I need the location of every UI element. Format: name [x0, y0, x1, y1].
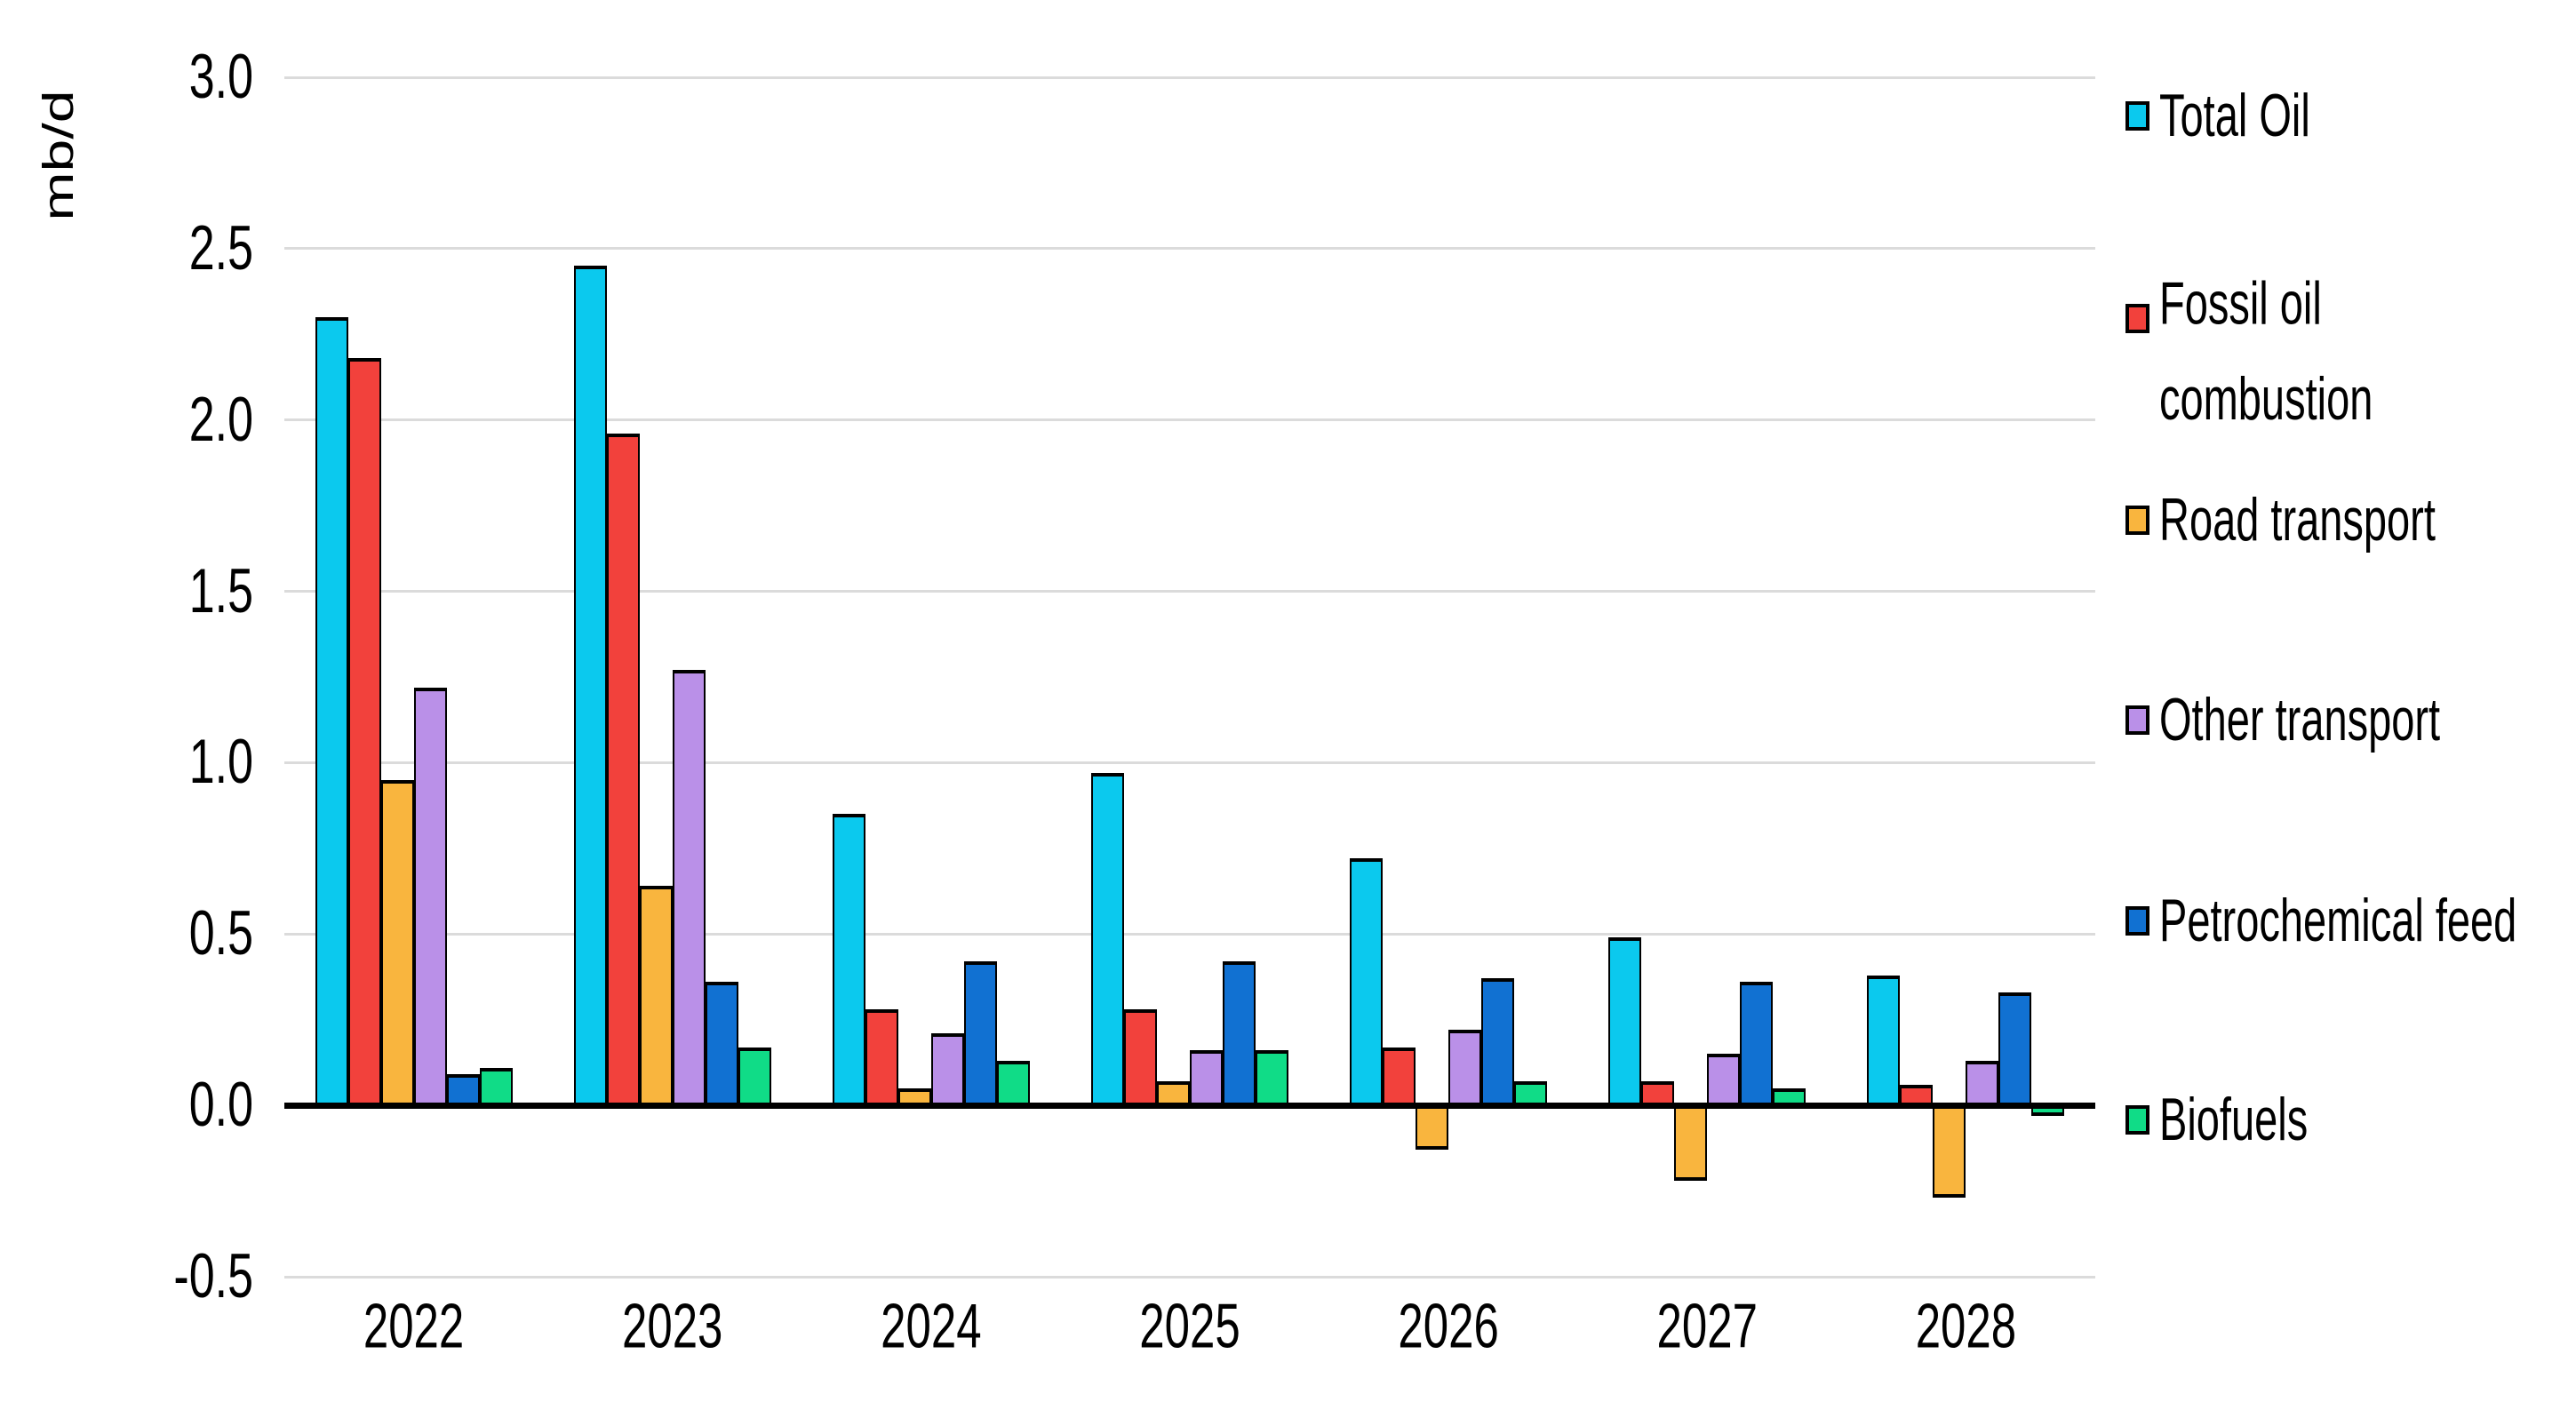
- y-tick-label-0.5: 0.5: [188, 899, 253, 969]
- bar-other-transport-2027: [1707, 1054, 1741, 1106]
- legend-swatch-petrochemical-feed: [2125, 906, 2149, 936]
- y-tick-label-0.0: 0.0: [188, 1070, 253, 1141]
- bar-other-transport-2028: [1966, 1061, 1999, 1106]
- bar-other-transport-2026: [1448, 1030, 1482, 1106]
- legend: Total Oil Fossil oil combustion Road transp…: [2125, 0, 2574, 1402]
- bar-other-transport-2023: [672, 670, 706, 1106]
- bar-petrochemical-feed-2027: [1740, 982, 1774, 1106]
- legend-swatch-fossil-oil-combustion: [2125, 304, 2149, 333]
- legend-swatch-biofuels: [2125, 1105, 2149, 1135]
- bar-biofuels-2025: [1256, 1050, 1288, 1106]
- bar-fossil-oil-combustion-2022: [347, 358, 381, 1106]
- bar-total-oil-2025: [1091, 773, 1124, 1106]
- bar-other-transport-2022: [413, 687, 447, 1106]
- bar-other-transport-2024: [930, 1033, 964, 1106]
- bar-fossil-oil-combustion-2025: [1124, 1009, 1157, 1106]
- legend-label-other-transport: Other transport: [2159, 684, 2441, 753]
- x-axis-label-2025: 2025: [1139, 1290, 1240, 1361]
- y-tick-label-1.0: 1.0: [188, 728, 253, 798]
- bar-other-transport-2025: [1190, 1050, 1223, 1106]
- bar-total-oil-2023: [573, 266, 607, 1106]
- legend-label-biofuels: Biofuels: [2159, 1084, 2309, 1153]
- legend-label-total-oil: Total Oil: [2159, 80, 2310, 149]
- legend-swatch-other-transport: [2125, 705, 2149, 735]
- bar-fossil-oil-combustion-2023: [606, 434, 640, 1106]
- bar-petrochemical-feed-2028: [1998, 992, 2032, 1106]
- legend-swatch-total-oil: [2125, 101, 2149, 131]
- x-axis-label-2024: 2024: [881, 1290, 982, 1361]
- gridline-2.0: [284, 418, 2095, 422]
- x-axis-label-2023: 2023: [621, 1290, 723, 1361]
- bar-petrochemical-feed-2023: [705, 982, 738, 1106]
- y-tick-label-3.0: 3.0: [188, 42, 253, 113]
- bar-fossil-oil-combustion-2027: [1641, 1081, 1675, 1106]
- y-tick-label-2.5: 2.5: [188, 213, 253, 283]
- bar-petrochemical-feed-2025: [1223, 961, 1256, 1106]
- bar-biofuels-2023: [738, 1047, 771, 1106]
- bar-total-oil-2028: [1867, 975, 1901, 1106]
- bar-road-transport-2027: [1674, 1105, 1708, 1181]
- gridline-1.5: [284, 590, 2095, 593]
- bar-total-oil-2022: [315, 317, 348, 1106]
- y-tick-label-2.0: 2.0: [188, 385, 253, 455]
- bar-petrochemical-feed-2024: [963, 961, 997, 1106]
- bar-petrochemical-feed-2022: [446, 1074, 480, 1106]
- x-axis-label-2022: 2022: [363, 1290, 465, 1361]
- bar-total-oil-2024: [832, 814, 865, 1106]
- bar-fossil-oil-combustion-2026: [1383, 1047, 1416, 1106]
- x-axis-label-2027: 2027: [1656, 1290, 1759, 1361]
- x-axis-label-2028: 2028: [1915, 1290, 2017, 1361]
- y-tick-label--0.5: -0.5: [173, 1241, 253, 1312]
- bar-road-transport-2028: [1933, 1105, 1966, 1199]
- bar-road-transport-2022: [380, 779, 414, 1106]
- legend-label-petrochemical-feed: Petrochemical feed: [2159, 885, 2517, 954]
- legend-swatch-road-transport: [2125, 506, 2149, 535]
- bar-total-oil-2026: [1350, 858, 1384, 1106]
- bar-biofuels-2022: [479, 1067, 513, 1106]
- gridline-2.5: [284, 247, 2095, 251]
- bar-biofuels-2026: [1514, 1081, 1548, 1106]
- gridline-3.0: [284, 76, 2095, 79]
- legend-label-road-transport: Road transport: [2159, 484, 2436, 554]
- bar-petrochemical-feed-2026: [1481, 978, 1515, 1106]
- x-axis-baseline: [284, 1102, 2095, 1109]
- legend-label-fossil-oil-combustion: Fossil oil combustion: [2159, 268, 2373, 433]
- plot-area: [284, 76, 2095, 1279]
- bar-road-transport-2026: [1416, 1105, 1449, 1151]
- bar-total-oil-2027: [1608, 937, 1642, 1106]
- gridline-1.0: [284, 761, 2095, 764]
- bar-road-transport-2023: [639, 886, 673, 1106]
- bar-fossil-oil-combustion-2024: [865, 1009, 898, 1106]
- bar-biofuels-2024: [996, 1061, 1030, 1106]
- gridline--0.5: [284, 1275, 2095, 1279]
- x-axis-label-2026: 2026: [1398, 1290, 1499, 1361]
- gridline-0.5: [284, 932, 2095, 936]
- y-tick-label-1.5: 1.5: [188, 556, 253, 626]
